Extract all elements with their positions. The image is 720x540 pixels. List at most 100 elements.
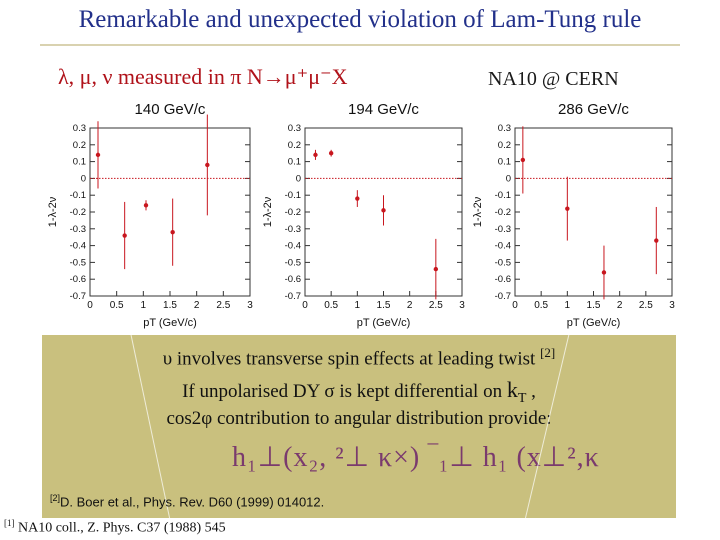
data-point xyxy=(381,208,386,213)
y-tick-label: -0.3 xyxy=(70,224,86,235)
pt-distribution-plots: 140 GeV/c 0.3 0.2 0.1 0 -0.1 -0.2 -0.3 -0.4 -0.5 -… xyxy=(47,101,675,329)
ref2-marker: [2] xyxy=(50,493,61,503)
x-axis-label: pT (GeV/c) xyxy=(357,317,411,329)
title-divider xyxy=(40,44,680,46)
data-point xyxy=(654,238,659,243)
ref1-text: NA10 coll., Z. Phys. C37 (1988) 545 xyxy=(18,520,226,536)
y-tick-label: -0.4 xyxy=(70,241,86,252)
explanation-box xyxy=(42,335,676,518)
kt-text: If unpolarised DY σ is kept differential… xyxy=(182,381,503,402)
x-tick-label: 1.5 xyxy=(377,300,391,311)
y-axis-label: 1-λ-2ν xyxy=(47,196,59,227)
x-tick-label: 1 xyxy=(141,300,147,311)
y-tick-label: -0.4 xyxy=(495,241,511,252)
data-point xyxy=(355,196,360,201)
y-tick-label: 0.3 xyxy=(73,123,86,134)
y-tick-label: -0.5 xyxy=(285,257,301,268)
data-point xyxy=(122,233,127,238)
data-point xyxy=(565,206,570,211)
y-tick-label: -0.7 xyxy=(495,291,511,302)
cos2phi-statement: cos2φ contribution to angular distributi… xyxy=(166,408,552,429)
data-point xyxy=(313,152,318,158)
x-tick-label: 1.5 xyxy=(587,300,601,311)
guide-line-right xyxy=(524,329,571,521)
y-tick-label: 0.3 xyxy=(498,123,511,134)
ref2-text: D. Boer et al., Phys. Rev. D60 (1999) 01… xyxy=(60,494,325,510)
data-point xyxy=(143,203,149,208)
kt-end: , xyxy=(526,381,536,402)
y-tick-label: 0.2 xyxy=(498,140,511,151)
panel-title: 140 GeV/c xyxy=(135,101,206,118)
panel-title: 286 GeV/c xyxy=(558,101,629,118)
reference-1: [1] NA10 coll., Z. Phys. C37 (1988) 545 xyxy=(4,518,226,537)
y-tick-label: -0.5 xyxy=(70,257,86,268)
x-tick-label: 0.5 xyxy=(110,300,124,311)
ref1-marker: [1] xyxy=(4,518,15,528)
y-tick-label: -0.3 xyxy=(285,224,301,235)
x-tick-label: 0 xyxy=(302,300,308,311)
x-tick-label: 2.5 xyxy=(429,300,443,311)
kt-statement: If unpolarised DY σ is kept differential… xyxy=(42,377,676,407)
y-tick-label: -0.7 xyxy=(285,291,301,302)
x-axis-label: pT (GeV/c) xyxy=(143,317,197,329)
y-tick-label: -0.2 xyxy=(285,207,301,218)
y-tick-label: 0 xyxy=(296,173,301,184)
x-tick-label: 2 xyxy=(617,300,623,311)
y-tick-label: 0.1 xyxy=(498,157,511,168)
data-point xyxy=(601,270,607,275)
x-tick-label: 1.5 xyxy=(163,300,177,311)
y-tick-label: -0.6 xyxy=(70,274,86,285)
y-tick-label: -0.2 xyxy=(495,207,511,218)
y-axis-label: 1-λ-2ν xyxy=(262,196,274,227)
x-tick-label: 2 xyxy=(407,300,413,311)
x-tick-label: 2 xyxy=(194,300,200,311)
y-tick-label: 0 xyxy=(81,173,86,184)
x-tick-label: 2.5 xyxy=(216,300,230,311)
x-tick-label: 0.5 xyxy=(324,300,338,311)
y-tick-label: 0.1 xyxy=(288,157,301,168)
x-tick-label: 3 xyxy=(459,300,465,311)
x-tick-label: 2.5 xyxy=(639,300,653,311)
y-tick-label: -0.4 xyxy=(285,241,301,252)
x-tick-label: 0.5 xyxy=(534,300,548,311)
y-tick-label: -0.6 xyxy=(285,274,301,285)
y-axis-label: 1-λ-2ν xyxy=(472,196,484,227)
x-tick-label: 3 xyxy=(247,300,253,311)
y-tick-label: 0.2 xyxy=(73,140,86,151)
y-tick-label: 0.2 xyxy=(288,140,301,151)
x-tick-label: 0 xyxy=(87,300,93,311)
guide-line-left xyxy=(129,329,171,521)
x-tick-label: 3 xyxy=(669,300,675,311)
kt-subscript: T xyxy=(517,390,527,406)
x-tick-label: 0 xyxy=(512,300,518,311)
twist-text: υ involves transverse spin effects at le… xyxy=(162,348,536,370)
x-tick-label: 1 xyxy=(565,300,571,311)
y-tick-label: -0.5 xyxy=(495,257,511,268)
slide-subtitle: λ, μ, ν measured in π N→μ⁺μ⁻X xyxy=(58,64,348,89)
y-tick-label: -0.7 xyxy=(70,291,86,302)
y-tick-label: 0.1 xyxy=(73,157,86,168)
y-tick-label: -0.1 xyxy=(285,190,301,201)
x-tick-label: 1 xyxy=(355,300,361,311)
y-tick-label: 0 xyxy=(506,173,511,184)
x-axis-label: pT (GeV/c) xyxy=(567,317,621,329)
data-point xyxy=(170,229,175,235)
plot-panel-140: 140 GeV/c 0.3 0.2 0.1 0 -0.1 -0.2 -0.3 -0.4 -0.5 -… xyxy=(47,101,253,329)
data-point xyxy=(95,152,101,158)
slide-title: Remarkable and unexpected violation of L… xyxy=(78,6,642,33)
plot-panel-286: 286 GeV/c 0.3 0.2 0.1 0 -0.1 -0.2 -0.3 -0.4 -0.5 -… xyxy=(472,101,675,329)
reference-2: [2]D. Boer et al., Phys. Rev. D60 (1999)… xyxy=(50,493,324,509)
y-tick-label: 0.3 xyxy=(288,123,301,134)
data-point xyxy=(433,266,439,272)
y-tick-label: -0.2 xyxy=(70,207,86,218)
data-point xyxy=(205,162,210,168)
data-point xyxy=(328,151,334,156)
y-tick-label: -0.3 xyxy=(495,224,511,235)
y-tick-label: -0.1 xyxy=(70,190,86,201)
twist-statement: υ involves transverse spin effects at le… xyxy=(42,345,676,370)
y-tick-label: -0.6 xyxy=(495,274,511,285)
plot-panel-194: 194 GeV/c 0.3 0.2 0.1 0 -0.1 -0.2 -0.3 -0.4 -0.5 -… xyxy=(262,101,465,329)
panel-title: 194 GeV/c xyxy=(348,101,419,118)
twist-ref-marker: [2] xyxy=(540,345,556,360)
